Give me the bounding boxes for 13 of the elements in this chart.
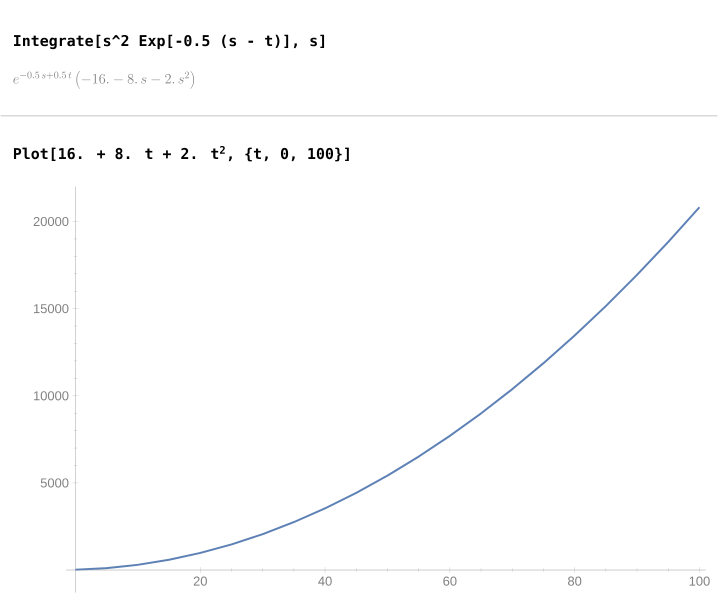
line-series	[74, 206, 700, 571]
x-tick-label: 20	[194, 576, 207, 586]
y-tick-label: 10000	[34, 391, 68, 400]
text: Integrate[s^2 Exp[-0.5 (s - t)], s]	[14, 34, 324, 50]
x-tick-label: 60	[443, 576, 457, 586]
text: Plot[16. + 8. t + 2. t$^{2}$, {t, 0, 100}]	[14, 146, 349, 162]
x-tick-label: 100	[690, 576, 710, 586]
y-tick-label: 5000	[40, 478, 68, 488]
x-tick-label: 40	[318, 576, 332, 586]
text: $e^{-0.5\,s+0.5\,t}\left(-16.-8.\,s-2.\,s^{2}\right)$	[13, 70, 194, 89]
y-tick-label: 15000	[34, 304, 68, 314]
y-tick-label: 20000	[34, 216, 68, 226]
x-tick-label: 80	[568, 576, 582, 586]
